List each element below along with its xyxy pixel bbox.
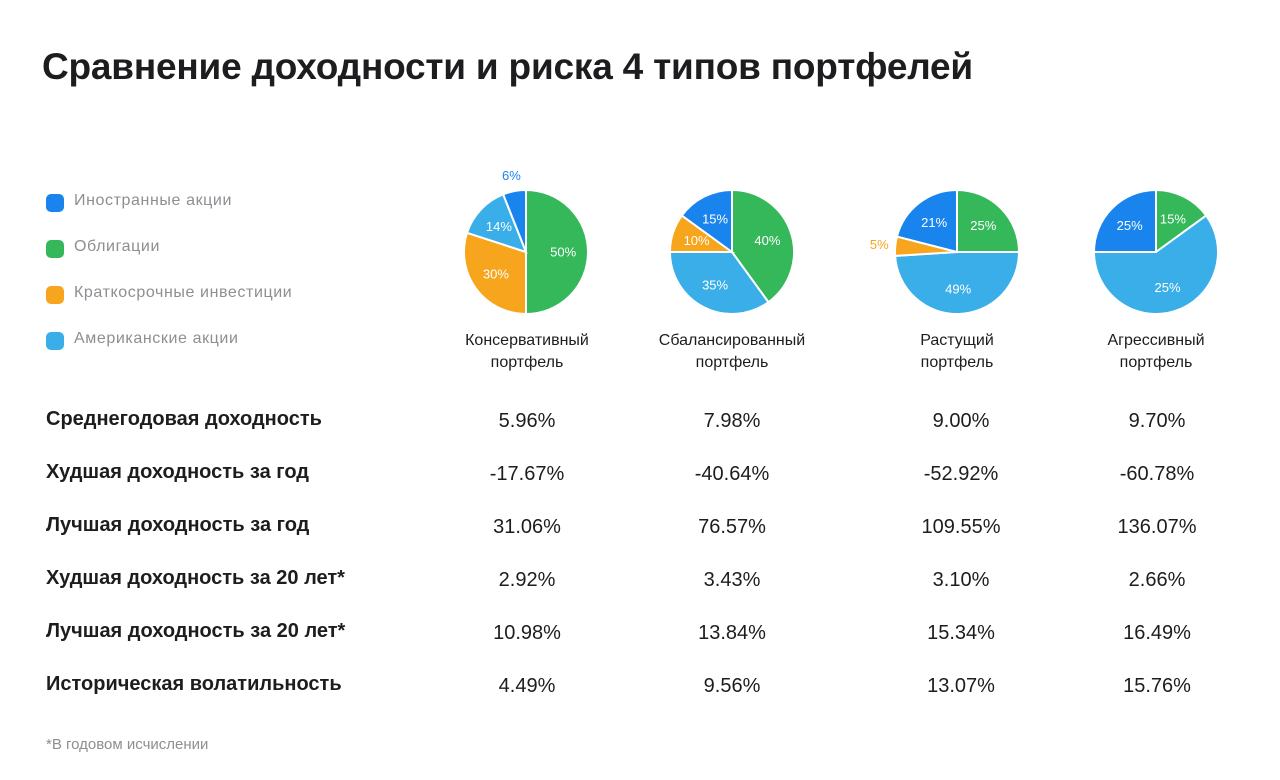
slice-label: 25% [970,218,996,233]
slice-label: 35% [702,278,728,293]
pie-slice [894,251,1021,316]
legend-swatch [46,332,64,350]
metric-row-avg-return: Среднегодовая доходность 5.96% 7.98% 9.0… [0,398,1280,451]
slice-label: 30% [483,266,509,281]
slice-label: 15% [702,211,728,226]
portfolio-name-conservative: Консервативный портфель [417,330,637,374]
metric-row-volatility: Историческая волатильность 4.49% 9.56% 1… [0,663,1280,716]
metric-label: Худшая доходность за 20 лет* [46,567,345,589]
slice-label: 25% [1154,280,1180,295]
portfolio-name-line: портфель [1119,354,1193,371]
legend-swatch [46,286,64,304]
slice-label: 49% [945,282,971,297]
metric-label: Лучшая доходность за 20 лет* [46,620,346,642]
portfolio-name-growth: Растущий портфель [847,330,1067,374]
metric-value: 109.55% [921,516,1001,538]
portfolio-name-balanced: Сбалансированный портфель [622,330,842,374]
metric-value: 3.43% [703,569,761,591]
metric-label: Среднегодовая доходность [46,408,322,430]
legend-label: Облигации [74,238,160,255]
slice-label: 40% [754,233,780,248]
metric-value: 10.98% [493,622,561,644]
pie-slice [465,193,528,254]
pie-slice [1092,214,1219,316]
slice-label: 5% [870,237,889,252]
pie-slice [680,188,733,254]
metric-label: Историческая волатильность [46,673,342,695]
pie-slice [525,188,589,316]
portfolio-name-line: Растущий [920,332,994,349]
legend-label: Краткосрочные инвестиции [74,284,293,301]
metric-value: 13.07% [927,675,995,697]
pie-slice [668,251,770,315]
slice-label: 15% [1160,211,1186,226]
metric-value: 5.96% [498,410,556,432]
portfolio-name-line: Сбалансированный [658,332,806,349]
slice-label: 10% [684,233,710,248]
portfolio-name-line: портфель [490,354,564,371]
metric-value: 7.98% [703,410,761,432]
metric-value: -52.92% [923,463,999,485]
metric-value: 2.92% [498,569,556,591]
pie-slice [1155,188,1208,254]
pie-slice [956,188,1021,253]
metric-label: Худшая доходность за год [46,461,309,483]
metric-value: 13.84% [698,622,766,644]
metric-value: -40.64% [694,463,770,485]
pie-slice [1092,188,1157,253]
metric-row-best-20y: Лучшая доходность за 20 лет* 10.98% 13.8… [0,610,1280,663]
legend-label: Иностранные акции [74,192,233,209]
pie-slice [895,188,958,254]
metric-value: 9.70% [1128,410,1186,432]
pie-charts: 50% 30% 14% 6% 40% 35% 10% 15% 25% 49% 5% 21% 15% 25%… [462,168,1219,316]
page-title: Сравнение доходности и риска 4 типов пор… [42,46,973,87]
metric-value: 2.66% [1128,569,1186,591]
metric-value: 31.06% [493,516,561,538]
metric-value: 9.00% [932,410,990,432]
portfolio-name-line: портфель [920,354,994,371]
metric-value: 16.49% [1123,622,1191,644]
pie-slice [731,188,795,304]
slice-label: 6% [502,168,521,183]
metric-label: Лучшая доходность за год [46,514,310,536]
metric-value: 4.49% [498,675,556,697]
legend-label: Американские акции [74,330,239,347]
metric-value: -17.67% [489,463,565,485]
metric-value: -60.78% [1119,463,1195,485]
metrics-table: Среднегодовая доходность 5.96% 7.98% 9.0… [0,398,1280,716]
pie-slice [462,231,527,316]
metric-row-worst-20y: Худшая доходность за 20 лет* 2.92% 3.43%… [0,557,1280,610]
portfolio-name-line: портфель [695,354,769,371]
metric-value: 3.10% [932,569,990,591]
legend-swatch [46,194,64,212]
metric-value: 15.76% [1123,675,1191,697]
slice-label: 14% [486,219,512,234]
metric-row-best-year: Лучшая доходность за год 31.06% 76.57% 1… [0,504,1280,557]
footnote: *В годовом исчислении [46,736,209,753]
pie-slice [501,188,527,253]
metric-value: 15.34% [927,622,995,644]
portfolio-name-line: Консервативный [465,332,589,349]
slice-label: 21% [921,215,947,230]
metric-value: 136.07% [1117,516,1197,538]
legend-swatch [46,240,64,258]
metric-row-worst-year: Худшая доходность за год -17.67% -40.64%… [0,451,1280,504]
portfolio-name-aggressive: Агрессивный портфель [1046,330,1266,374]
slice-label: 25% [1117,218,1143,233]
metric-value: 76.57% [698,516,766,538]
slice-label: 50% [550,245,576,260]
portfolio-name-line: Агрессивный [1107,332,1205,349]
metric-value: 9.56% [703,675,761,697]
